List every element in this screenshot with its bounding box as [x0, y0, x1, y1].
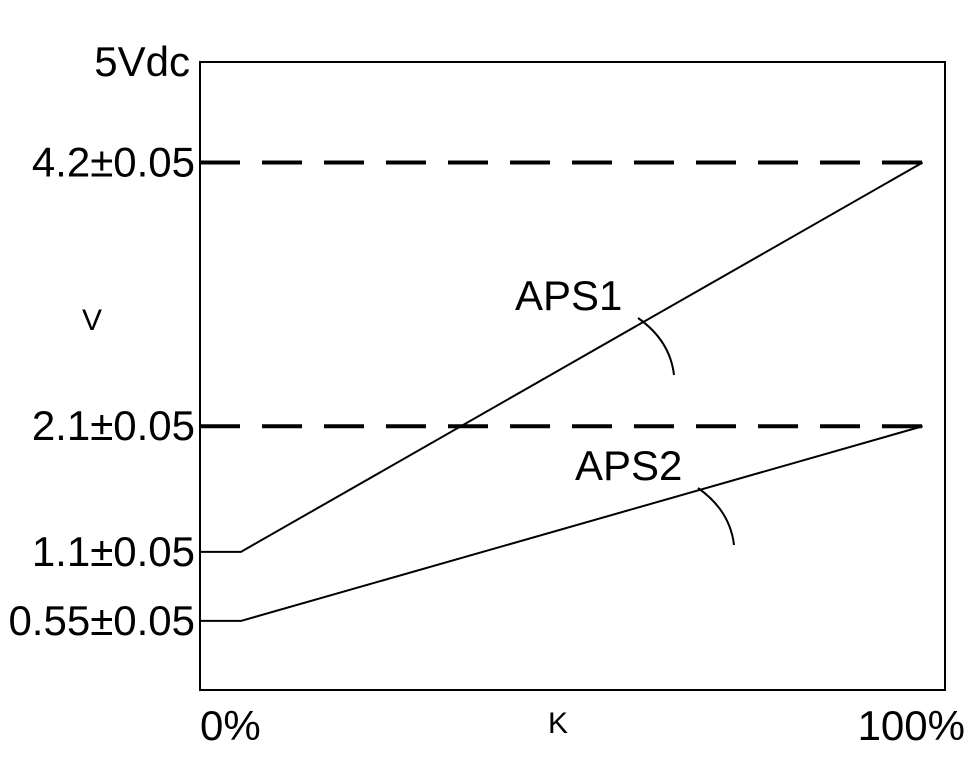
series-leader-aps2	[698, 488, 734, 545]
series-line-aps1	[200, 162, 923, 551]
series-line-aps2	[200, 426, 923, 621]
x-tick-label: 0%	[200, 702, 261, 749]
y-tick-label: 4.2±0.05	[32, 138, 195, 185]
y-tick-label: 1.1±0.05	[32, 528, 195, 575]
x-axis-title: K	[548, 707, 568, 740]
y-tick-label: 2.1±0.05	[32, 402, 195, 449]
series-leader-aps1	[638, 318, 674, 375]
series-label-aps1: APS1	[515, 272, 622, 319]
y-axis-title: V	[82, 304, 102, 337]
y-tick-label: 0.55±0.05	[8, 597, 195, 644]
series-label-aps2: APS2	[575, 442, 682, 489]
plot-area	[200, 62, 945, 690]
y-tick-label: 5Vdc	[94, 38, 190, 85]
x-tick-label: 100%	[858, 702, 965, 749]
